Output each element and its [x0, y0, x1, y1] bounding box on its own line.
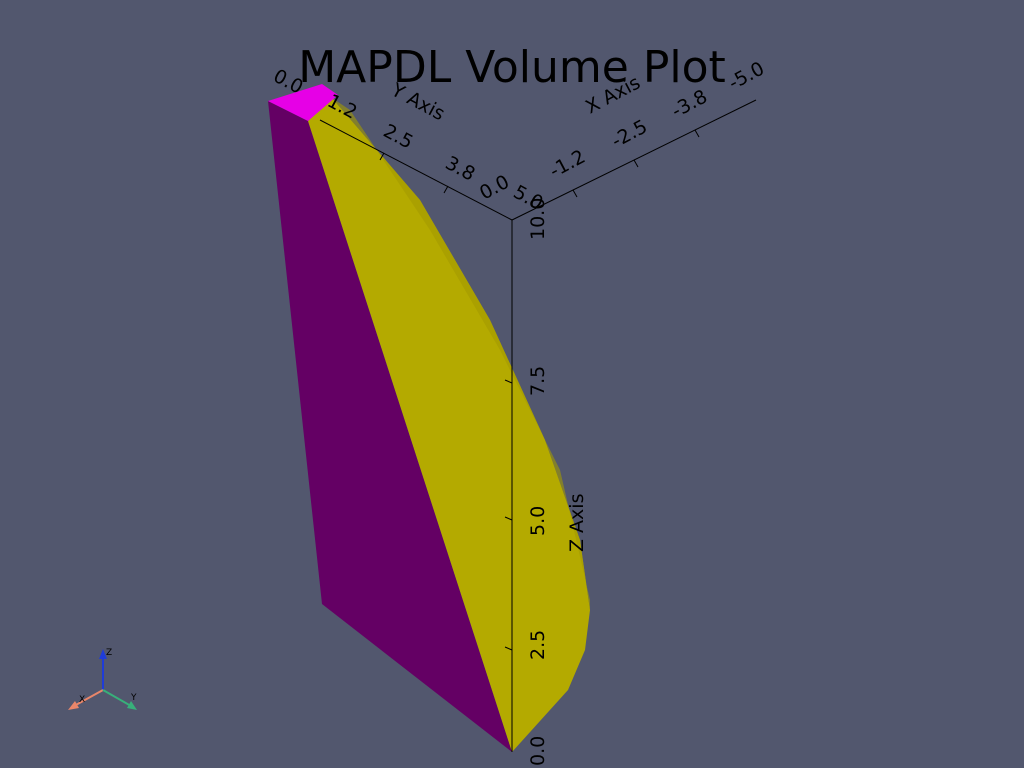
z-axis-ticks: 10.0 7.5 5.0 2.5 0.0 [527, 198, 549, 766]
triad-z-label: Z [106, 648, 112, 658]
axis-lines [319, 99, 757, 752]
triad-y-arrow-icon [127, 701, 137, 710]
y-tick-label: 2.5 [380, 120, 417, 154]
orientation-triad[interactable]: Z X Y [68, 648, 137, 710]
triad-x-arrow-icon [68, 701, 79, 710]
x-tick-label: -1.2 [546, 146, 589, 183]
x-tick-label: -2.5 [608, 116, 651, 153]
y-tick-label: 3.8 [442, 152, 479, 186]
origin-tick-label: 0.0 [476, 171, 513, 205]
plot-title: MAPDL Volume Plot [298, 42, 726, 93]
y-axis-line [319, 119, 513, 221]
z-tick-label: 5.0 [527, 506, 549, 536]
z-tick-label: 10.0 [527, 198, 549, 240]
volume-left-face [268, 101, 512, 752]
z-tick-label: 0.0 [527, 736, 549, 766]
z-tick-label: 2.5 [527, 630, 549, 660]
volume-geometry [268, 84, 590, 752]
volume-top-face [268, 84, 338, 121]
triad-y-label: Y [130, 693, 137, 703]
triad-y-axis [102, 689, 132, 707]
z-axis-title: Z Axis [566, 494, 588, 552]
x-tick-label: -5.0 [725, 58, 768, 95]
triad-x-label: X [79, 695, 85, 705]
volume-curved-face [308, 98, 590, 752]
z-tick-label: 7.5 [527, 366, 549, 396]
triad-x-axis [73, 689, 104, 707]
triad-z-arrow-icon [99, 649, 107, 659]
